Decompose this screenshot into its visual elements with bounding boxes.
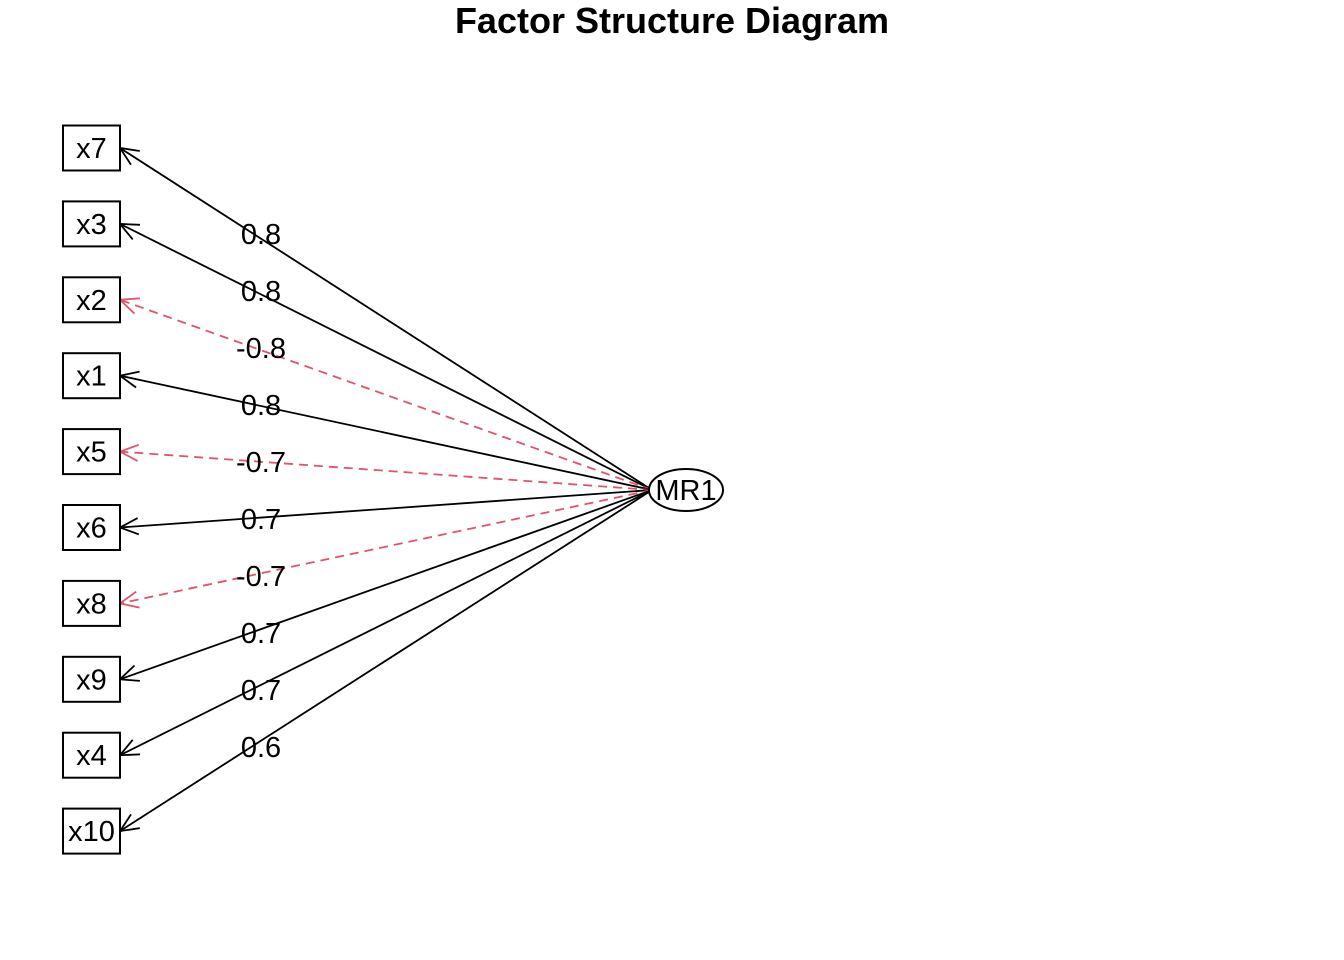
variable-rect <box>62 352 121 400</box>
loading-label-x5: -0.7 <box>236 447 286 479</box>
variable-box-x5: x5 <box>62 428 121 476</box>
edge-var-x6 <box>119 489 653 529</box>
factor-ellipse <box>648 468 724 512</box>
edge-var-x5 <box>119 450 653 491</box>
variable-rect <box>62 655 121 703</box>
edge-var-x1 <box>119 374 653 491</box>
loading-label-x1: 0.8 <box>241 390 281 422</box>
variable-rect <box>62 276 121 324</box>
variable-label: x5 <box>76 437 107 469</box>
variable-rect <box>62 579 121 627</box>
variable-box-x10: x10 <box>62 807 121 855</box>
variable-boxes: x7 x3 x2 x1 x5 x6 x8 x9 x4 x10 <box>62 124 121 855</box>
variable-rect <box>62 124 121 172</box>
loading-label-x4: 0.7 <box>241 675 281 707</box>
factor-label: MR1 <box>655 475 716 507</box>
edge-var-x2 <box>119 298 653 491</box>
edge-var-x9 <box>119 489 653 681</box>
loading-label-x6: 0.7 <box>241 504 281 536</box>
loading-label-x3: 0.8 <box>241 276 281 308</box>
variable-rect <box>62 200 121 248</box>
loading-labels: 0.8 0.8 -0.8 0.8 -0.7 0.7 -0.7 0.7 0.7 0.6 <box>236 219 286 764</box>
variable-box-x7: x7 <box>62 124 121 172</box>
variable-label: x8 <box>76 588 107 620</box>
variable-rect <box>62 807 121 855</box>
variable-box-x4: x4 <box>62 731 121 779</box>
variable-label: x1 <box>76 361 107 393</box>
factor-node: MR1 <box>648 468 724 512</box>
loading-label-x2: -0.8 <box>236 333 286 365</box>
variable-label: x4 <box>76 740 107 772</box>
variable-box-x8: x8 <box>62 579 121 627</box>
loading-edges <box>117 146 653 833</box>
loading-label-x8: -0.7 <box>236 561 286 593</box>
variable-box-x6: x6 <box>62 504 121 551</box>
variable-rect <box>62 428 121 476</box>
edge-var-x3 <box>119 223 653 491</box>
edge-var-x8 <box>119 489 653 605</box>
variable-label: x9 <box>76 664 107 696</box>
diagram-title: Factor Structure Diagram <box>455 0 889 41</box>
variable-label: x2 <box>76 285 107 317</box>
variable-label: x10 <box>68 816 115 848</box>
variable-label: x3 <box>76 209 107 241</box>
loading-label-x9: 0.7 <box>241 618 281 650</box>
variable-label: x7 <box>76 133 107 165</box>
variable-box-x1: x1 <box>62 352 121 400</box>
variable-label: x6 <box>76 513 107 545</box>
variable-rect <box>62 731 121 779</box>
edge-var-x4 <box>119 489 653 757</box>
variable-rect <box>62 504 121 551</box>
variable-box-x3: x3 <box>62 200 121 248</box>
loading-label-x7: 0.8 <box>241 219 281 251</box>
loading-label-x10: 0.6 <box>241 732 281 764</box>
edge-var-x7 <box>119 147 653 491</box>
variable-box-x2: x2 <box>62 276 121 324</box>
variable-box-x9: x9 <box>62 655 121 703</box>
edge-var-x10 <box>119 489 653 832</box>
